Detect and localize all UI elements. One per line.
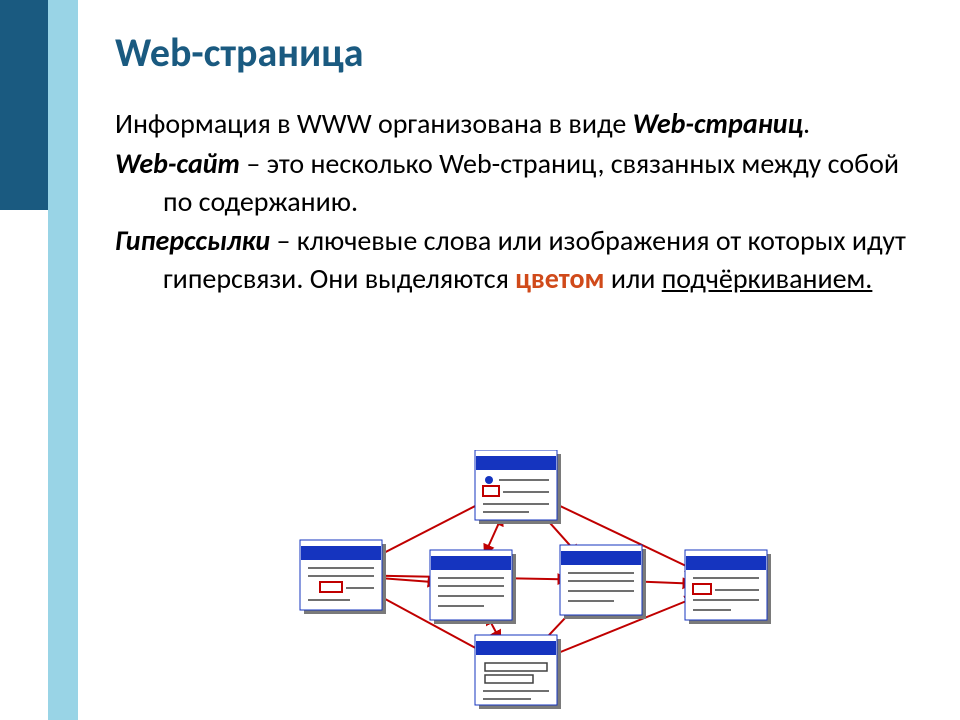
text-run-bold-italic: Гиперссылки xyxy=(115,223,270,258)
text-run-bold-italic: Web-страниц xyxy=(633,106,803,141)
slide-title: Web-страница xyxy=(115,28,925,77)
text-run-colored: цветом xyxy=(515,261,604,296)
accent-bar-light xyxy=(48,0,78,720)
text-run-bold-italic: Web-сайт xyxy=(115,146,240,181)
hyperlink-diagram xyxy=(280,450,800,710)
paragraph-1: Информация в WWW организована в виде Web… xyxy=(115,105,925,143)
text-run: или xyxy=(605,261,662,296)
text-run: Информация в WWW организована в виде xyxy=(115,106,633,141)
paragraph-3: Гиперссылки – ключевые слова или изображ… xyxy=(115,222,925,298)
paragraph-2: Web-сайт – это несколько Web-страниц, св… xyxy=(115,145,925,221)
slide-content: Web-страница Информация в WWW организова… xyxy=(115,28,925,300)
diagram-svg xyxy=(280,450,800,710)
text-run-underline: подчёркиванием. xyxy=(662,261,873,296)
slide-body: Информация в WWW организована в виде Web… xyxy=(115,105,925,298)
text-run: . xyxy=(803,106,810,141)
accent-bar-dark xyxy=(0,0,48,210)
sidebar-accent xyxy=(0,0,78,720)
text-run: – это несколько Web-страниц, связанных м… xyxy=(163,146,899,219)
